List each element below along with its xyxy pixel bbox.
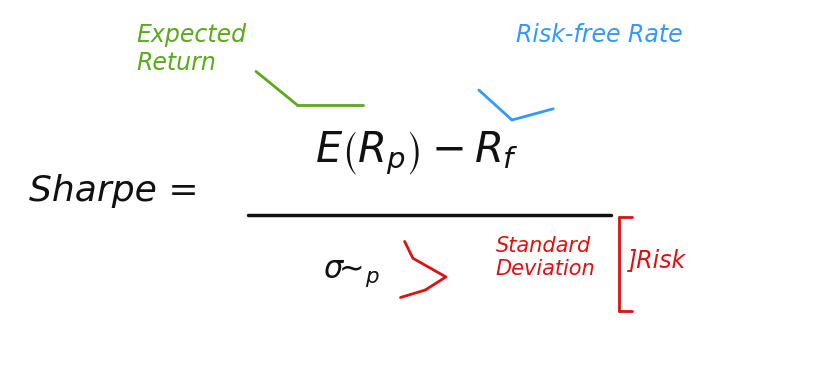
Text: ]Risk: ]Risk [627, 248, 686, 272]
Text: Expected
Return: Expected Return [136, 23, 246, 74]
Text: $E\left(R_p\right) - R_f$: $E\left(R_p\right) - R_f$ [315, 130, 519, 178]
Text: $\sigma\!\!\sim\!_p$: $\sigma\!\!\sim\!_p$ [323, 258, 379, 289]
Text: Risk-free Rate: Risk-free Rate [516, 23, 683, 47]
Text: Standard
Deviation: Standard Deviation [495, 236, 595, 279]
Text: Sharpe =: Sharpe = [29, 174, 210, 208]
